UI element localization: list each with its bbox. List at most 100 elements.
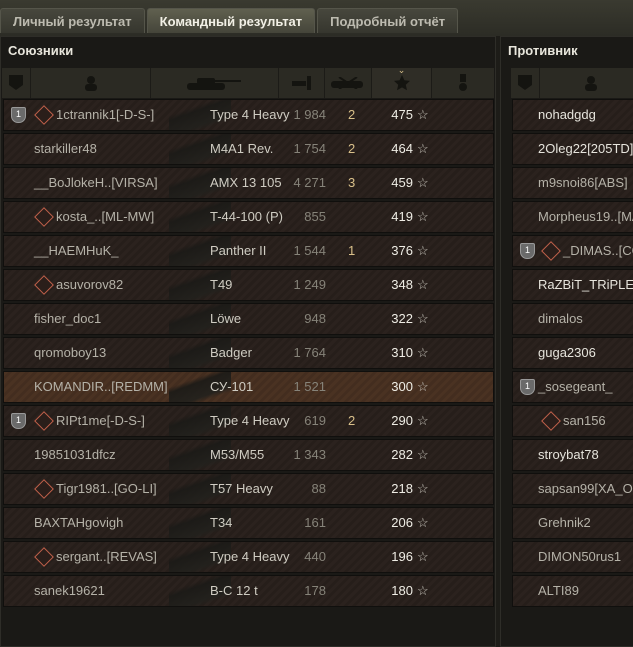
table-row[interactable]: san156 xyxy=(512,405,633,437)
table-row[interactable]: BAXTAHgovigh T34 161 206 ☆ xyxy=(3,507,494,539)
player-name[interactable]: DIMON50rus1 xyxy=(538,549,622,564)
player-icon[interactable] xyxy=(540,68,633,98)
player-name[interactable]: dimalos xyxy=(538,311,583,326)
table-row[interactable]: __BoJlokeH..[VIRSA] AMX 13 105 4 271 3 459 ☆ xyxy=(3,167,494,199)
table-row[interactable]: RaZBiT_TRiPLEKs xyxy=(512,269,633,301)
table-row[interactable]: stroybat78 xyxy=(512,439,633,471)
star-icon: ☆ xyxy=(417,447,429,462)
allies-title: Союзники xyxy=(8,43,74,58)
table-row[interactable]: 1 RIPt1me[-D-S-] Type 4 Heavy 619 2 290 ☆ xyxy=(3,405,494,437)
player-name[interactable]: RIPt1me[-D-S-] xyxy=(56,413,145,428)
frags-icon[interactable] xyxy=(325,68,372,98)
xp-icon[interactable]: ⌄ xyxy=(372,65,432,98)
player-name[interactable]: ALTI89 xyxy=(538,583,579,598)
table-row[interactable]: dimalos xyxy=(512,303,633,335)
star-icon: ☆ xyxy=(417,379,429,394)
player-name[interactable]: guga2306 xyxy=(538,345,596,360)
table-row[interactable]: DIMON50rus1 xyxy=(512,541,633,573)
vehicle-name: Badger xyxy=(210,345,252,360)
tank-silhouette-icon xyxy=(169,440,231,470)
tank-silhouette-icon xyxy=(169,270,231,300)
star-icon: ☆ xyxy=(417,277,429,292)
table-row[interactable]: 19851031dfcz M53/M55 1 343 282 ☆ xyxy=(3,439,494,471)
table-row[interactable]: Tigr1981..[GO-LI] T57 Heavy 88 218 ☆ xyxy=(3,473,494,505)
squad-badge: 1 xyxy=(11,413,26,429)
player-name[interactable]: san156 xyxy=(563,413,606,428)
xp-value: 196 xyxy=(391,549,413,564)
tab-personal[interactable]: Личный результат xyxy=(0,8,145,33)
table-row[interactable]: Morpheus19..[MA xyxy=(512,201,633,233)
xp-value: 464 xyxy=(391,141,413,156)
player-name[interactable]: KOMANDIR..[REDMM] xyxy=(34,379,168,394)
vehicle-name: Löwe xyxy=(210,311,242,326)
rank-badge-icon xyxy=(541,241,561,261)
star-icon: ☆ xyxy=(417,583,429,598)
player-name[interactable]: fisher_doc1 xyxy=(34,311,102,326)
tab-team[interactable]: Командный результат xyxy=(146,8,316,33)
table-row[interactable]: __HAEMHuK_ Panther II 1 544 1 376 ☆ xyxy=(3,235,494,267)
vehicle-name: M4A1 Rev. xyxy=(210,141,274,156)
player-name[interactable]: m9snoi86[ABS] xyxy=(538,175,628,190)
table-row[interactable]: Grehnik2 xyxy=(512,507,633,539)
player-name[interactable]: __BoJlokeH..[VIRSA] xyxy=(34,175,158,190)
squad-icon[interactable] xyxy=(511,68,540,98)
vehicle-name: Type 4 Heavy xyxy=(210,107,290,122)
star-icon: ☆ xyxy=(417,141,429,156)
player-name[interactable]: Tigr1981..[GO-LI] xyxy=(56,481,157,496)
tank-silhouette-icon xyxy=(169,406,231,436)
table-row[interactable]: 1 _sosegeant_ xyxy=(512,371,633,403)
table-row[interactable]: guga2306 xyxy=(512,337,633,369)
damage-value: 1 764 xyxy=(293,345,326,360)
player-name[interactable]: _sosegeant_ xyxy=(538,379,613,394)
player-name[interactable]: nohadgdg xyxy=(538,107,596,122)
xp-value: 310 xyxy=(391,345,413,360)
xp-value: 376 xyxy=(391,243,413,258)
player-name[interactable]: stroybat78 xyxy=(538,447,599,462)
player-name[interactable]: BAXTAHgovigh xyxy=(34,515,124,530)
table-row[interactable]: kosta_..[ML-MW] T-44-100 (P) 855 419 ☆ xyxy=(3,201,494,233)
player-icon[interactable] xyxy=(31,68,151,98)
medal-icon[interactable] xyxy=(432,68,494,98)
player-name[interactable]: qromoboy13 xyxy=(34,345,107,360)
tank-icon[interactable] xyxy=(151,68,279,98)
tab-detailed[interactable]: Подробный отчёт xyxy=(317,8,459,33)
table-row[interactable]: 1 1ctrannik1[-D-S-] Type 4 Heavy 1 984 2 475 ☆ xyxy=(3,99,494,131)
player-name[interactable]: asuvorov82 xyxy=(56,277,124,292)
damage-value: 1 984 xyxy=(293,107,326,122)
table-row[interactable]: fisher_doc1 Löwe 948 322 ☆ xyxy=(3,303,494,335)
vehicle-name: T49 xyxy=(210,277,233,292)
vehicle-name: T-44-100 (P) xyxy=(210,209,283,224)
table-row[interactable]: sergant..[REVAS] Type 4 Heavy 440 196 ☆ xyxy=(3,541,494,573)
table-row[interactable]: m9snoi86[ABS] xyxy=(512,167,633,199)
player-name[interactable]: Grehnik2 xyxy=(538,515,591,530)
player-name[interactable]: _DIMAS..[CG- xyxy=(563,243,633,258)
player-name[interactable]: __HAEMHuK_ xyxy=(34,243,119,258)
tank-silhouette-icon xyxy=(169,474,231,504)
player-name[interactable]: sanek19621 xyxy=(34,583,105,598)
table-row[interactable]: 2Oleg22[205TD] xyxy=(512,133,633,165)
damage-value: 178 xyxy=(304,583,326,598)
damage-icon[interactable] xyxy=(279,68,325,98)
table-row[interactable]: sapsan99[XA_OC] xyxy=(512,473,633,505)
frags-value: 2 xyxy=(348,413,356,428)
player-name[interactable]: Morpheus19..[MA xyxy=(538,209,633,224)
player-name[interactable]: kosta_..[ML-MW] xyxy=(56,209,155,224)
player-name[interactable]: 19851031dfcz xyxy=(34,447,116,462)
star-icon: ☆ xyxy=(417,175,429,190)
table-row[interactable]: starkiller48 M4A1 Rev. 1 754 2 464 ☆ xyxy=(3,133,494,165)
player-name[interactable]: sapsan99[XA_OC] xyxy=(538,481,633,496)
table-row[interactable]: sanek19621 B-C 12 t 178 180 ☆ xyxy=(3,575,494,607)
player-name[interactable]: RaZBiT_TRiPLEKs xyxy=(538,277,633,292)
player-name[interactable]: starkiller48 xyxy=(34,141,97,156)
table-row[interactable]: qromoboy13 Badger 1 764 310 ☆ xyxy=(3,337,494,369)
table-row[interactable]: asuvorov82 T49 1 249 348 ☆ xyxy=(3,269,494,301)
squad-icon[interactable] xyxy=(2,68,31,98)
table-row[interactable]: nohadgdg xyxy=(512,99,633,131)
table-row[interactable]: ALTI89 xyxy=(512,575,633,607)
table-row[interactable]: KOMANDIR..[REDMM] СУ-101 1 521 300 ☆ xyxy=(3,371,494,403)
player-name[interactable]: 2Oleg22[205TD] xyxy=(538,141,633,156)
player-name[interactable]: 1ctrannik1[-D-S-] xyxy=(56,107,155,122)
table-row[interactable]: 1 _DIMAS..[CG- xyxy=(512,235,633,267)
player-name[interactable]: sergant..[REVAS] xyxy=(56,549,157,564)
vehicle-name: T57 Heavy xyxy=(210,481,273,496)
